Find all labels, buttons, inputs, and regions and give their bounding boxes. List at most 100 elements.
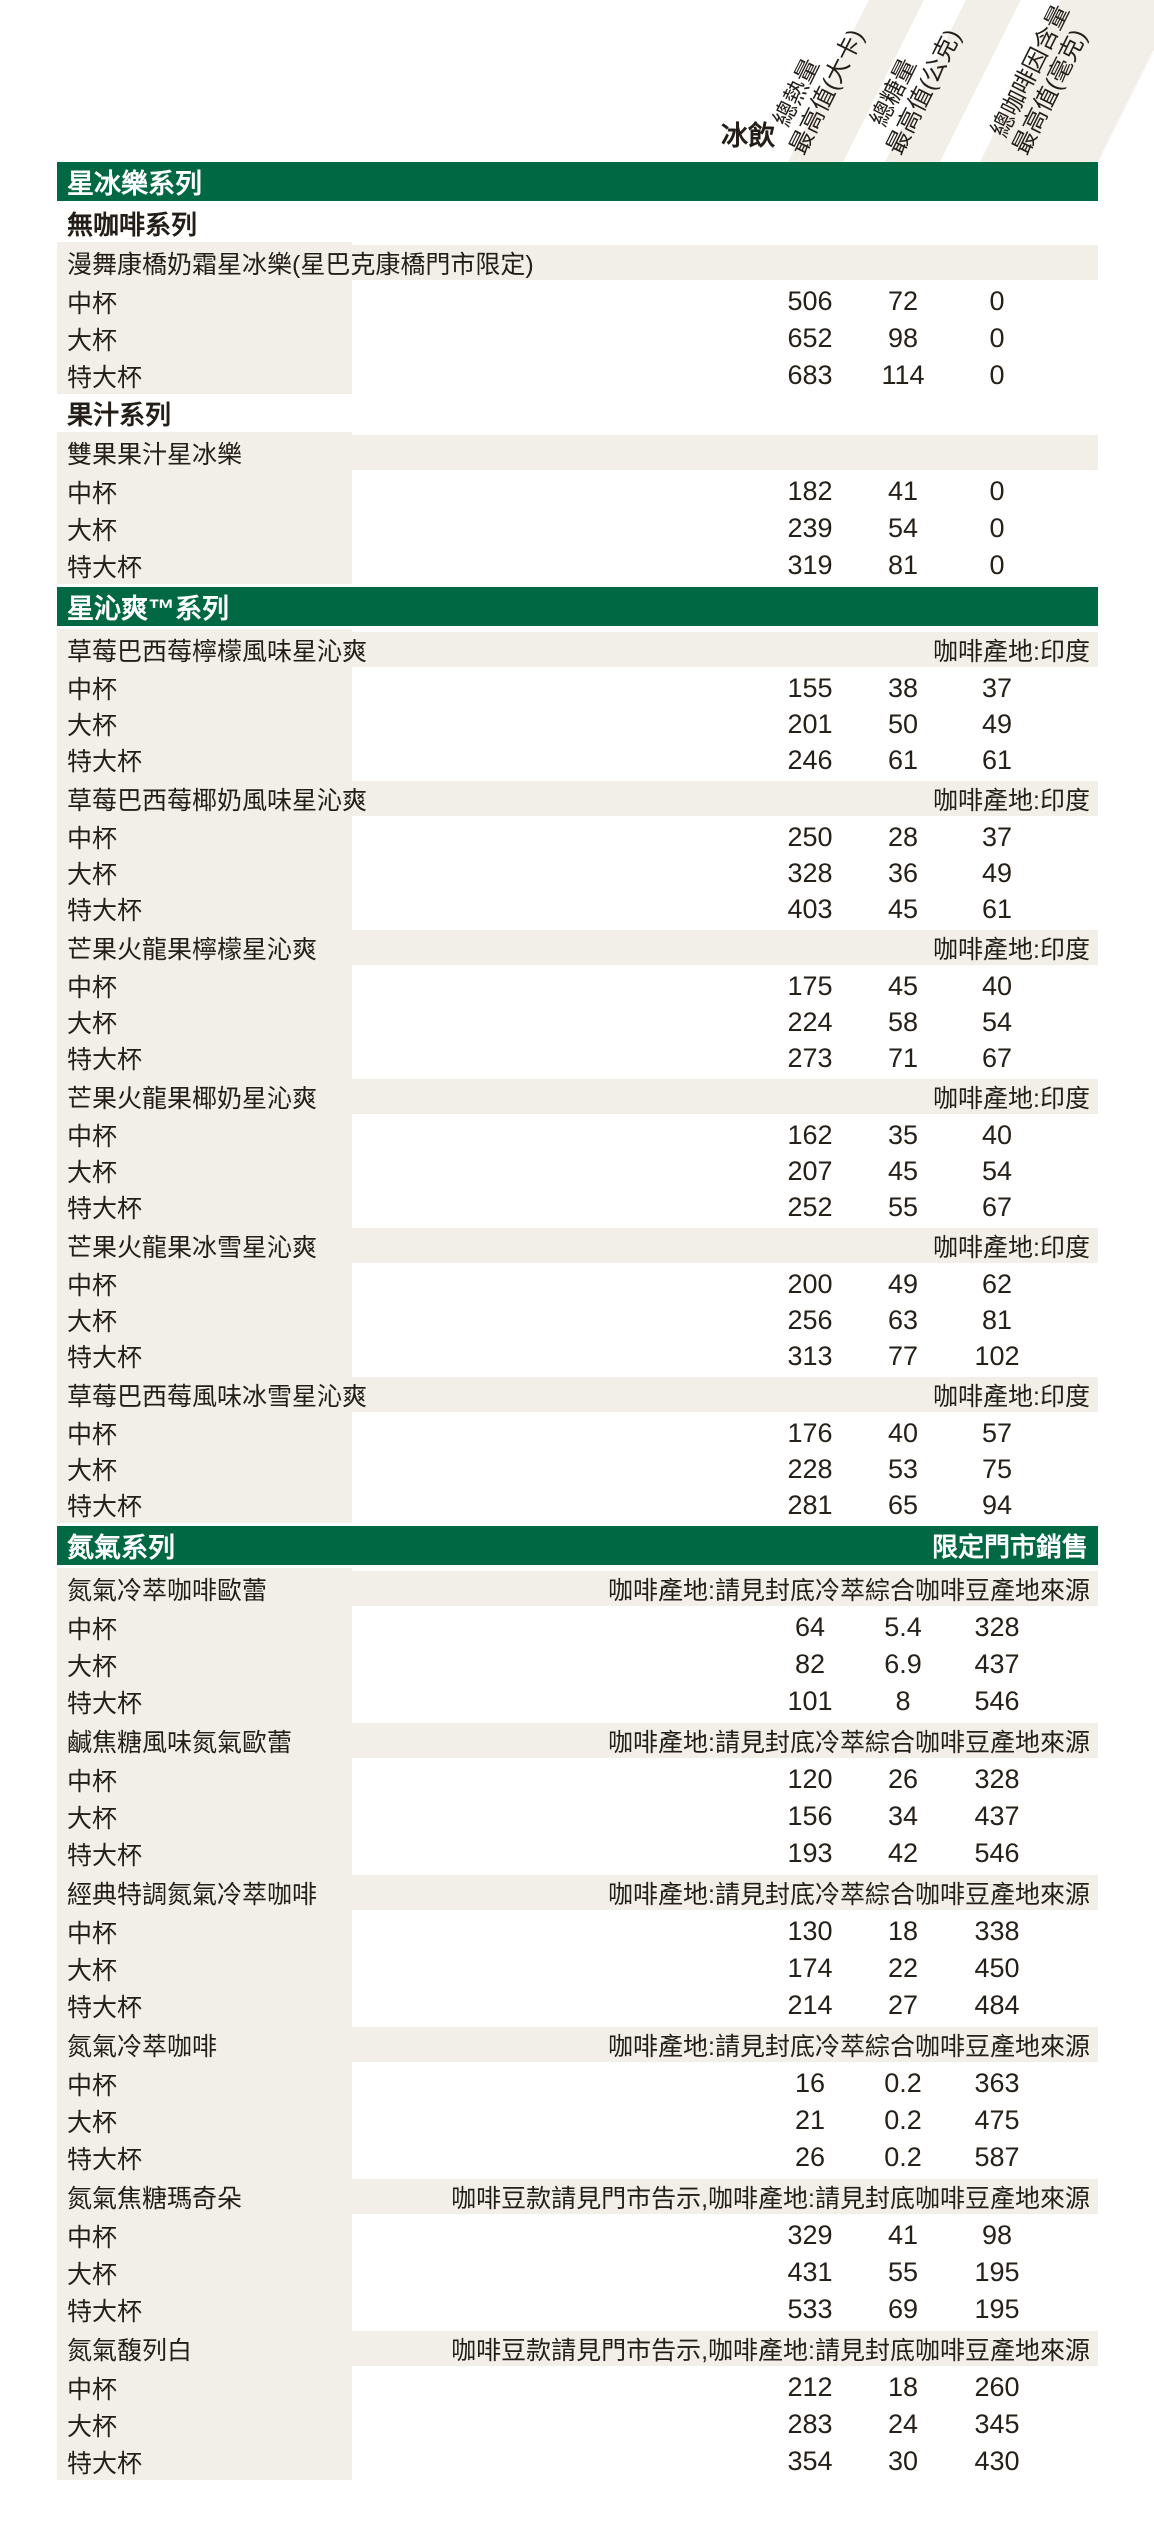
size-row: 特大杯 354 30 430: [57, 2443, 1098, 2480]
value-caffeine: 57: [981, 1417, 1013, 1448]
section-header-bar: 星冰樂系列: [57, 162, 1098, 201]
value-sugar: 41: [887, 2220, 919, 2250]
value-sugar: 40: [887, 1417, 919, 1448]
product-origin-note: 咖啡產地:印度: [933, 786, 1090, 815]
product-name-row-background: [352, 1377, 1098, 1412]
table-body: 星冰樂系列 無咖啡系列 漫舞康橋奶霜星冰樂(星巴克康橋門市限定) 中杯 506 72 0 大杯…: [57, 159, 1098, 2480]
size-row: 中杯 506 72 0: [57, 283, 1098, 320]
value-caffeine: 345: [974, 2409, 1020, 2439]
size-row: 特大杯 313 77 102: [57, 1338, 1098, 1374]
size-row: 中杯 329 41 98: [57, 2217, 1098, 2254]
size-label: 中杯: [67, 289, 118, 318]
value-caffeine: 102: [974, 1340, 1020, 1371]
value-calories: 175: [787, 970, 833, 1001]
size-row: 中杯 155 38 37: [57, 670, 1098, 706]
size-row: 大杯 224 58 54: [57, 1004, 1098, 1040]
product-name: 芒果火龍果冰雪星沁爽: [67, 1233, 318, 1262]
table-header: 總熱量 最高值(大卡) 總糖量 最高值(公克) 總咖啡因含量 最高值(毫克) 冰飲: [57, 0, 1154, 162]
size-row: 特大杯 319 81 0: [57, 547, 1098, 584]
value-sugar: 114: [881, 360, 925, 390]
value-sugar: 35: [887, 1119, 919, 1150]
value-calories: 683: [787, 360, 833, 390]
product-name-row-background: [352, 2027, 1098, 2062]
product-block: 氮氣冷萃咖啡 咖啡產地:請見封底冷萃綜合咖啡豆產地來源 中杯 16 0.2 363 大杯 21…: [57, 2024, 1098, 2176]
value-sugar: 61: [887, 744, 919, 775]
product-name: 氮氣冷萃咖啡: [67, 2032, 218, 2061]
value-calories: 652: [787, 323, 833, 353]
value-calories: 200: [787, 1268, 833, 1299]
value-caffeine: 49: [981, 857, 1013, 888]
product-name-row: 經典特調氮氣冷萃咖啡 咖啡產地:請見封底冷萃綜合咖啡豆產地來源: [57, 1872, 1098, 1913]
size-row: 大杯 174 22 450: [57, 1950, 1098, 1987]
product-origin-note: 咖啡豆款請見門市告示,咖啡產地:請見封底咖啡豆產地來源: [451, 2336, 1090, 2365]
value-sugar: 22: [887, 1953, 919, 1983]
value-caffeine: 75: [981, 1453, 1013, 1484]
size-label: 中杯: [67, 2223, 118, 2252]
value-calories: 403: [787, 893, 833, 924]
product-block: 草莓巴西莓椰奶風味星沁爽 咖啡產地:印度 中杯 250 28 37 大杯 328 36 49 特大杯…: [57, 778, 1098, 927]
section-3: 氮氣系列 限定門市銷售 氮氣冷萃咖啡歐蕾 咖啡產地:請見封底冷萃綜合咖啡豆產地來源 中杯…: [57, 1526, 1098, 2480]
value-caffeine: 40: [981, 1119, 1013, 1150]
size-row: 大杯 156 34 437: [57, 1798, 1098, 1835]
product-origin-note: 咖啡產地:請見封底冷萃綜合咖啡豆產地來源: [608, 1728, 1090, 1757]
value-calories: 130: [787, 1916, 833, 1946]
product-name-row: 氮氣冷萃咖啡 咖啡產地:請見封底冷萃綜合咖啡豆產地來源: [57, 2024, 1098, 2065]
product-block: 芒果火龍果檸檬星沁爽 咖啡產地:印度 中杯 175 45 40 大杯 224 58 54 特大杯 27…: [57, 927, 1098, 1076]
product-name: 鹹焦糖風味氮氣歐蕾: [67, 1728, 293, 1757]
value-calories: 224: [787, 1006, 833, 1037]
size-label: 中杯: [67, 2071, 118, 2100]
left-column-background: [57, 1225, 352, 1374]
size-label: 中杯: [67, 1919, 118, 1948]
size-row: 大杯 256 63 81: [57, 1302, 1098, 1338]
value-sugar: 55: [887, 1191, 919, 1222]
product-block: 漫舞康橋奶霜星冰樂(星巴克康橋門市限定) 中杯 506 72 0 大杯 652 98 0 特大杯 6…: [57, 242, 1098, 394]
product-block: 鹹焦糖風味氮氣歐蕾 咖啡產地:請見封底冷萃綜合咖啡豆產地來源 中杯 120 26 328 大…: [57, 1720, 1098, 1872]
size-row: 中杯 16 0.2 363: [57, 2065, 1098, 2102]
product-block: 氮氣焦糖瑪奇朵 咖啡豆款請見門市告示,咖啡產地:請見封底咖啡豆產地來源 中杯 329 4…: [57, 2176, 1098, 2328]
size-row: 特大杯 214 27 484: [57, 1987, 1098, 2024]
product-name-row: 芒果火龍果檸檬星沁爽 咖啡產地:印度: [57, 927, 1098, 968]
product-block: 芒果火龍果椰奶星沁爽 咖啡產地:印度 中杯 162 35 40 大杯 207 45 54 特大杯 25…: [57, 1076, 1098, 1225]
value-caffeine: 475: [974, 2105, 1020, 2135]
value-caffeine: 67: [981, 1042, 1013, 1073]
size-row: 特大杯 101 8 546: [57, 1683, 1098, 1720]
value-caffeine: 37: [981, 821, 1013, 852]
product-name: 漫舞康橋奶霜星冰樂(星巴克康橋門市限定): [67, 250, 534, 279]
size-row: 中杯 250 28 37: [57, 819, 1098, 855]
product-origin-note: 咖啡豆款請見門市告示,咖啡產地:請見封底咖啡豆產地來源: [451, 2184, 1090, 2213]
value-caffeine: 94: [981, 1489, 1013, 1520]
value-sugar: 98: [887, 323, 919, 353]
value-calories: 82: [794, 1649, 826, 1679]
size-row: 大杯 21 0.2 475: [57, 2102, 1098, 2139]
size-row: 中杯 176 40 57: [57, 1415, 1098, 1451]
size-row: 中杯 200 49 62: [57, 1266, 1098, 1302]
value-calories: 313: [787, 1340, 833, 1371]
size-row: 大杯 207 45 54: [57, 1153, 1098, 1189]
product-name-row: 芒果火龍果冰雪星沁爽 咖啡產地:印度: [57, 1225, 1098, 1266]
size-row: 大杯 328 36 49: [57, 855, 1098, 891]
value-sugar: 0.2: [884, 2142, 922, 2172]
size-label: 特大杯: [67, 2449, 143, 2478]
size-label: 中杯: [67, 1767, 118, 1796]
size-row: 中杯 130 18 338: [57, 1913, 1098, 1950]
value-sugar: 42: [887, 1838, 919, 1868]
value-sugar: 24: [887, 2409, 919, 2439]
value-caffeine: 328: [974, 1612, 1020, 1642]
product-name-row-background: [352, 1723, 1098, 1758]
value-caffeine: 49: [981, 708, 1013, 739]
value-caffeine: 62: [981, 1268, 1013, 1299]
product-name-row: 草莓巴西莓檸檬風味星沁爽 咖啡產地:印度: [57, 629, 1098, 670]
size-row: 中杯 182 41 0: [57, 473, 1098, 510]
size-label: 大杯: [67, 2108, 118, 2137]
value-calories: 64: [794, 1612, 826, 1642]
size-label: 中杯: [67, 479, 118, 508]
value-sugar: 26: [887, 1764, 919, 1794]
size-row: 大杯 228 53 75: [57, 1451, 1098, 1487]
value-caffeine: 67: [981, 1191, 1013, 1222]
product-name-row-background: [352, 1571, 1098, 1606]
value-caffeine: 98: [981, 2220, 1013, 2250]
section-title: 星沁爽™系列: [67, 594, 229, 624]
product-origin-note: 咖啡產地:印度: [933, 935, 1090, 964]
value-sugar: 69: [887, 2294, 919, 2324]
